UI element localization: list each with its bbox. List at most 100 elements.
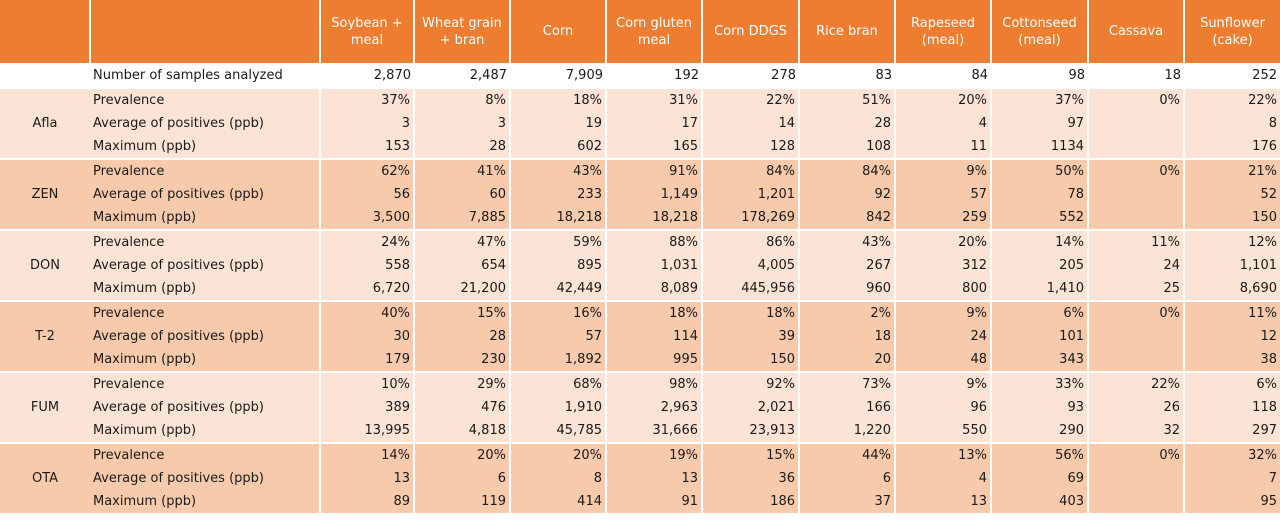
value-cell: 21% [1183, 158, 1280, 183]
value-cell: 47% [413, 229, 510, 254]
value-cell: 119 [413, 490, 510, 513]
header-row: Soybean + meal Wheat grain + bran Corn Corn… [0, 0, 1280, 63]
value-cell: 91% [605, 158, 702, 183]
value-cell: 1134 [990, 135, 1088, 159]
value-cell: 41% [413, 158, 510, 183]
value-cell: 12% [1183, 229, 1280, 254]
value-cell: 11 [894, 135, 991, 159]
value-cell: 73% [798, 371, 895, 396]
metric-label: Prevalence [90, 229, 320, 254]
table-row: Maximum (ppb) 89 119 414 91 186 37 13 403 95 [0, 490, 1280, 513]
value-cell: 445,956 [701, 277, 799, 301]
value-cell: 45,785 [509, 419, 606, 443]
value-cell: 24% [319, 229, 414, 254]
value-cell: 22% [1183, 87, 1280, 112]
table-row: Maximum (ppb) 3,500 7,885 18,218 18,218 178,2… [0, 206, 1280, 230]
table-row: Maximum (ppb) 6,720 21,200 42,449 8,089 445,9… [0, 277, 1280, 301]
table-row: Average of positives (ppb) 3 3 19 17 14 28 4 97 8 [0, 112, 1280, 135]
value-cell: 89 [319, 490, 414, 513]
value-cell: 128 [701, 135, 799, 159]
value-cell [1087, 183, 1184, 206]
value-cell: 2,963 [605, 396, 702, 419]
value-cell: 259 [894, 206, 991, 230]
value-cell: 22% [701, 87, 799, 112]
value-cell: 153 [319, 135, 414, 159]
toxin-group-label: FUM [0, 371, 90, 443]
value-cell: 9% [894, 158, 991, 183]
value-cell: 57 [894, 183, 991, 206]
value-cell: 101 [990, 325, 1088, 348]
table-row: Average of positives (ppb) 558 654 895 1,031… [0, 254, 1280, 277]
value-cell: 15% [413, 300, 510, 325]
value-cell: 18,218 [509, 206, 606, 230]
samples-value: 2,487 [414, 63, 510, 88]
column-header: Cottonseed (meal) [990, 0, 1088, 63]
value-cell: 230 [413, 348, 510, 372]
value-cell: 414 [509, 490, 606, 513]
value-cell: 20% [894, 229, 991, 254]
metric-label: Average of positives (ppb) [90, 325, 320, 348]
table-row: Maximum (ppb) 13,995 4,818 45,785 31,666 23,9… [0, 419, 1280, 443]
value-cell: 176 [1183, 135, 1280, 159]
value-cell: 14% [990, 229, 1088, 254]
value-cell: 114 [605, 325, 702, 348]
value-cell: 1,031 [605, 254, 702, 277]
toxin-group-label: T-2 [0, 300, 90, 372]
value-cell: 60 [413, 183, 510, 206]
value-cell: 33% [990, 371, 1088, 396]
table-row: Average of positives (ppb) 389 476 1,910 2,9… [0, 396, 1280, 419]
table-row: FUM Prevalence 10% 29% 68% 98% 92% 73% 9% 33% 22% 6… [0, 371, 1280, 443]
value-cell: 37% [990, 87, 1088, 112]
value-cell: 403 [990, 490, 1088, 513]
value-cell: 19% [605, 442, 702, 467]
metric-label: Prevalence [90, 300, 320, 325]
value-cell: 1,201 [701, 183, 799, 206]
value-cell: 312 [894, 254, 991, 277]
value-cell: 179 [319, 348, 414, 372]
value-cell: 1,220 [798, 419, 895, 443]
value-cell: 84% [701, 158, 799, 183]
value-cell: 21,200 [413, 277, 510, 301]
value-cell: 118 [1183, 396, 1280, 419]
value-cell: 7 [1183, 467, 1280, 490]
column-header: Rapeseed (meal) [894, 0, 991, 63]
value-cell: 24 [894, 325, 991, 348]
value-cell: 0% [1087, 442, 1184, 467]
metric-label: Average of positives (ppb) [90, 112, 320, 135]
value-cell: 150 [701, 348, 799, 372]
value-cell: 31% [605, 87, 702, 112]
value-cell: 558 [319, 254, 414, 277]
value-cell: 3 [319, 112, 414, 135]
value-cell: 28 [413, 325, 510, 348]
value-cell: 165 [605, 135, 702, 159]
metric-label: Average of positives (ppb) [90, 467, 320, 490]
samples-value: 192 [606, 63, 702, 88]
value-cell: 88% [605, 229, 702, 254]
value-cell: 186 [701, 490, 799, 513]
value-cell: 30 [319, 325, 414, 348]
value-cell: 18% [701, 300, 799, 325]
samples-row: Number of samples analyzed 2,870 2,487 7… [0, 63, 1280, 88]
value-cell: 68% [509, 371, 606, 396]
metric-label: Maximum (ppb) [90, 206, 320, 230]
samples-value: 98 [991, 63, 1088, 88]
value-cell [1087, 490, 1184, 513]
value-cell: 13 [605, 467, 702, 490]
value-cell: 9% [894, 300, 991, 325]
value-cell: 343 [990, 348, 1088, 372]
value-cell: 8 [1183, 112, 1280, 135]
value-cell: 18% [509, 87, 606, 112]
value-cell: 19 [509, 112, 606, 135]
value-cell: 38 [1183, 348, 1280, 372]
samples-value: 278 [702, 63, 799, 88]
column-header: Rice bran [798, 0, 895, 63]
blank-cell [0, 63, 90, 88]
value-cell: 43% [798, 229, 895, 254]
samples-value: 18 [1088, 63, 1184, 88]
value-cell: 150 [1183, 206, 1280, 230]
value-cell: 43% [509, 158, 606, 183]
value-cell: 20% [509, 442, 606, 467]
toxin-group-label: DON [0, 229, 90, 301]
value-cell: 32% [1183, 442, 1280, 467]
metric-label: Prevalence [90, 87, 320, 112]
